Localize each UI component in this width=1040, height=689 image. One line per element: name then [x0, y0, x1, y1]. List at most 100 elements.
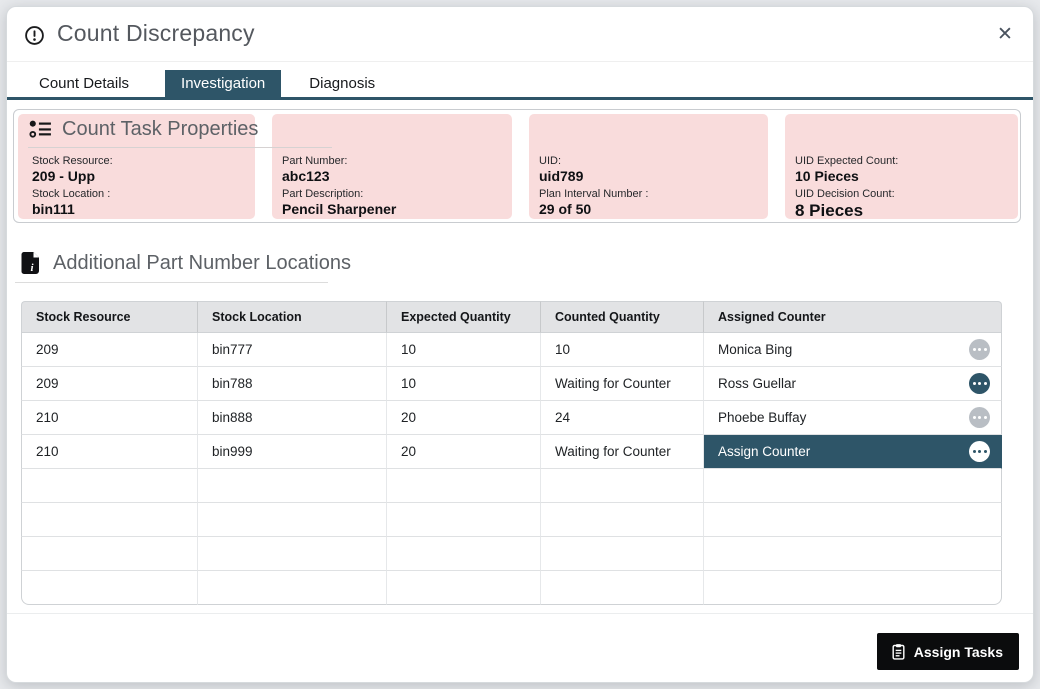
- table-row[interactable]: 209bin7771010Monica Bing: [21, 333, 1002, 367]
- empty-cell: [387, 537, 541, 571]
- properties-column-4: UID Expected Count:10 Pieces UID Decision…: [795, 152, 1020, 223]
- cell-counted-quantity: 10: [541, 333, 704, 367]
- empty-cell: [387, 571, 541, 605]
- table-row[interactable]: 210bin99920Waiting for Counter Assign Cou…: [21, 435, 1002, 469]
- empty-table-row: [21, 469, 1002, 503]
- empty-cell: [21, 503, 198, 537]
- property-field-value: 10 Pieces: [795, 168, 1020, 185]
- empty-cell: [541, 469, 704, 503]
- cell-expected-quantity: 10: [387, 367, 541, 401]
- assign-tasks-label: Assign Tasks: [914, 644, 1003, 660]
- assign-tasks-button[interactable]: Assign Tasks: [877, 633, 1019, 670]
- tab-investigation[interactable]: Investigation: [165, 70, 281, 97]
- section-title-underline: [28, 147, 332, 148]
- additional-section-title-text: Additional Part Number Locations: [53, 252, 351, 275]
- cell-assigned-counter: Phoebe Buffay: [704, 401, 1002, 435]
- cell-expected-quantity: 20: [387, 401, 541, 435]
- cell-stock-resource: 210: [21, 435, 198, 469]
- cell-assigned-counter: Monica Bing: [704, 333, 1002, 367]
- column-header-expected-quantity: Expected Quantity: [387, 301, 541, 333]
- cell-stock-location: bin999: [198, 435, 387, 469]
- table-row[interactable]: 210bin8882024Phoebe Buffay: [21, 401, 1002, 435]
- property-field-label: Stock Location :: [32, 188, 257, 201]
- properties-section-title: Count Task Properties: [28, 117, 258, 142]
- empty-table-row: [21, 537, 1002, 571]
- close-icon[interactable]: ✕: [992, 21, 1018, 47]
- cell-assigned-counter: Assign Counter: [704, 435, 1002, 469]
- empty-table-row: [21, 503, 1002, 537]
- column-header-assigned-counter: Assigned Counter: [704, 301, 1002, 333]
- property-field-value: 209 - Upp: [32, 168, 257, 185]
- clipboard-icon: [890, 643, 907, 660]
- empty-cell: [704, 537, 1002, 571]
- property-field-value: bin111: [32, 201, 257, 218]
- table-header-row: Stock ResourceStock LocationExpected Qua…: [21, 301, 1002, 333]
- empty-cell: [541, 537, 704, 571]
- property-field-value: abc123: [282, 168, 507, 185]
- property-field-label: Part Number:: [282, 155, 507, 168]
- property-field-value: 8 Pieces: [795, 201, 1020, 220]
- cell-expected-quantity: 10: [387, 333, 541, 367]
- cell-stock-resource: 210: [21, 401, 198, 435]
- empty-cell: [387, 503, 541, 537]
- properties-column-3: UID:uid789Plan Interval Number :29 of 50: [539, 152, 764, 221]
- empty-cell: [198, 503, 387, 537]
- assigned-counter-name: Assign Counter: [718, 444, 810, 459]
- property-field-label: Plan Interval Number :: [539, 188, 764, 201]
- empty-table-row: [21, 571, 1002, 605]
- row-options-ellipsis-icon[interactable]: [969, 373, 990, 394]
- column-header-stock-location: Stock Location: [198, 301, 387, 333]
- column-header-counted-quantity: Counted Quantity: [541, 301, 704, 333]
- property-field-label: UID Decision Count:: [795, 188, 1020, 201]
- additional-locations-table: Stock ResourceStock LocationExpected Qua…: [21, 301, 1002, 605]
- property-field-label: UID:: [539, 155, 764, 168]
- property-field-label: UID Expected Count:: [795, 155, 1020, 168]
- count-task-properties-panel: Count Task Properties Stock Resource:209…: [13, 109, 1021, 223]
- dialog-title: Count Discrepancy: [57, 20, 255, 47]
- empty-cell: [198, 469, 387, 503]
- cell-counted-quantity: Waiting for Counter: [541, 367, 704, 401]
- cell-stock-resource: 209: [21, 333, 198, 367]
- assigned-counter-name: Phoebe Buffay: [718, 410, 806, 425]
- empty-cell: [198, 537, 387, 571]
- row-options-ellipsis-icon[interactable]: [969, 407, 990, 428]
- assigned-counter-name: Ross Guellar: [718, 376, 796, 391]
- empty-cell: [387, 469, 541, 503]
- cell-expected-quantity: 20: [387, 435, 541, 469]
- tab-diagnosis[interactable]: Diagnosis: [291, 70, 393, 97]
- cell-stock-location: bin788: [198, 367, 387, 401]
- cell-stock-location: bin777: [198, 333, 387, 367]
- empty-cell: [541, 503, 704, 537]
- property-field-label: Stock Resource:: [32, 155, 257, 168]
- tab-count-details[interactable]: Count Details: [21, 70, 147, 97]
- assigned-counter-name: Monica Bing: [718, 342, 792, 357]
- empty-cell: [21, 469, 198, 503]
- properties-column-1: Stock Resource:209 - Upp Stock Location :…: [32, 152, 257, 221]
- cell-assigned-counter: Ross Guellar: [704, 367, 1002, 401]
- empty-cell: [198, 571, 387, 605]
- dialog-footer: Assign Tasks: [7, 613, 1033, 682]
- properties-section-title-text: Count Task Properties: [62, 118, 258, 141]
- empty-cell: [541, 571, 704, 605]
- row-options-ellipsis-icon[interactable]: [969, 339, 990, 360]
- empty-cell: [21, 537, 198, 571]
- note-info-icon: i: [21, 251, 40, 275]
- cell-counted-quantity: Waiting for Counter: [541, 435, 704, 469]
- cell-stock-resource: 209: [21, 367, 198, 401]
- section-title-underline: [15, 282, 328, 283]
- row-options-ellipsis-icon[interactable]: [969, 441, 990, 462]
- warning-circle-icon: [24, 25, 45, 46]
- column-header-stock-resource: Stock Resource: [21, 301, 198, 333]
- property-field-label: Part Description:: [282, 188, 507, 201]
- count-discrepancy-dialog: Count Discrepancy ✕ Count Details Invest…: [6, 6, 1034, 683]
- empty-cell: [704, 469, 1002, 503]
- empty-cell: [704, 503, 1002, 537]
- task-list-icon: [28, 117, 53, 142]
- empty-cell: [21, 571, 198, 605]
- property-field-value: Pencil Sharpener: [282, 201, 507, 218]
- dialog-header: Count Discrepancy ✕: [7, 7, 1033, 62]
- table-row[interactable]: 209bin78810Waiting for Counter Ross Guell…: [21, 367, 1002, 401]
- additional-section-title: i Additional Part Number Locations: [21, 251, 351, 275]
- empty-cell: [704, 571, 1002, 605]
- cell-counted-quantity: 24: [541, 401, 704, 435]
